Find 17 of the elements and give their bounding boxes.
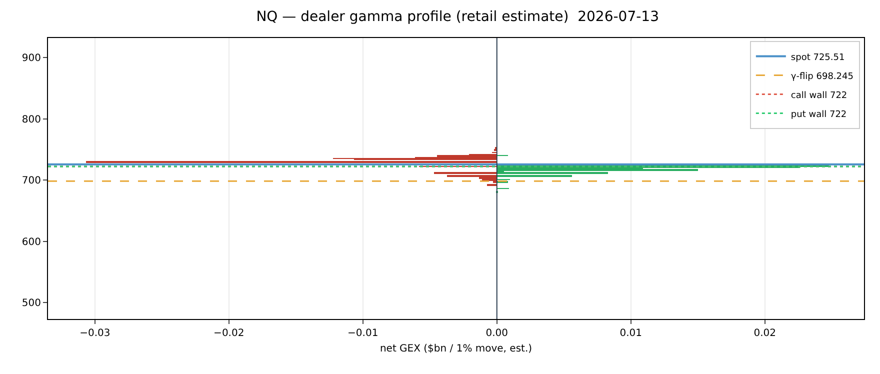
y-tick-label: 600 [22, 236, 41, 248]
y-tick-label: 800 [22, 114, 41, 126]
y-tick-label: 900 [22, 53, 41, 64]
x-tick-label: −0.02 [214, 328, 244, 339]
y-tick-label: 500 [22, 298, 41, 309]
x-tick-label: 0.01 [620, 328, 642, 339]
chart-title: NQ — dealer gamma profile (retail estimate) 2026-07-13 [256, 9, 659, 26]
x-axis-title: net GEX ($bn / 1% move, est.) [380, 344, 532, 354]
legend-label: spot 725.51 [790, 52, 845, 63]
x-tick-label: −0.01 [348, 328, 378, 339]
y-tick-label: 700 [22, 176, 41, 187]
x-tick-label: 0.00 [486, 328, 508, 339]
x-tick-label: −0.03 [80, 328, 110, 339]
legend-label: γ-flip 698.245 [790, 72, 854, 82]
x-tick-label: 0.02 [754, 328, 776, 339]
legend-label: call wall 722 [790, 90, 848, 101]
legend-label: put wall 722 [790, 110, 847, 120]
